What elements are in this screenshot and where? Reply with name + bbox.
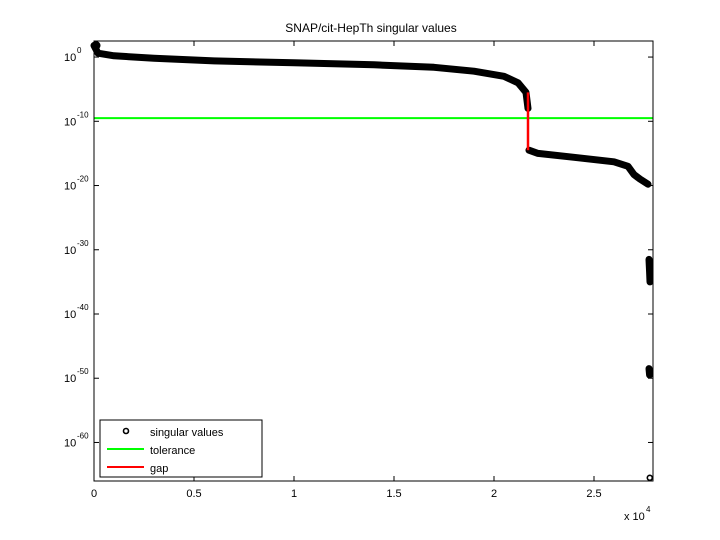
x-tick-label: 0.5 xyxy=(186,488,201,500)
y-tick-label-base: 10 xyxy=(64,116,76,128)
y-tick-label-base: 10 xyxy=(64,309,76,321)
x-multiplier-exponent: 4 xyxy=(646,505,651,514)
axes-box xyxy=(93,40,654,482)
legend-label-tolerance: tolerance xyxy=(150,445,195,457)
y-tick-label-base: 10 xyxy=(64,373,76,385)
y-tick-label-base: 10 xyxy=(64,181,76,193)
y-tick-label-exponent: -10 xyxy=(77,110,89,119)
plot-area xyxy=(90,40,654,482)
x-tick-label: 2.5 xyxy=(586,488,601,500)
x-tick-label: 1.5 xyxy=(386,488,401,500)
singular-values-curve xyxy=(645,365,654,379)
x-tick-label: 1 xyxy=(291,488,297,500)
singular-values-curve xyxy=(525,146,652,188)
x-multiplier-label: x 10 xyxy=(624,511,645,523)
y-tick-label-base: 10 xyxy=(64,52,76,64)
x-tick-label: 0 xyxy=(91,488,97,500)
legend-marker-singular-values xyxy=(122,427,130,435)
singular-values-curve xyxy=(90,42,532,112)
y-tick-label-exponent: -30 xyxy=(77,239,89,248)
chart-title: SNAP/cit-HepTh singular values xyxy=(285,21,456,35)
x-tick-label: 2 xyxy=(491,488,497,500)
singular-value-marker xyxy=(646,474,654,482)
x-multiplier: x 10 4 xyxy=(624,505,651,523)
y-tick-label-exponent: 0 xyxy=(77,46,82,55)
singular-value-marker xyxy=(91,40,101,50)
x-axis: 0 0.5 1 1.5 2 2.5 xyxy=(91,41,602,500)
y-tick-label-base: 10 xyxy=(64,245,76,257)
legend-label-gap: gap xyxy=(150,463,168,475)
y-tick-label-exponent: -50 xyxy=(77,367,89,376)
legend-label-singular-values: singular values xyxy=(150,427,224,439)
singular-values-curve xyxy=(645,255,654,286)
y-tick-label-exponent: -40 xyxy=(77,303,89,312)
y-tick-label-exponent: -20 xyxy=(77,175,89,184)
y-tick-label-exponent: -60 xyxy=(77,431,89,440)
legend: singular values tolerance gap xyxy=(99,419,263,478)
y-tick-label-base: 10 xyxy=(64,437,76,449)
